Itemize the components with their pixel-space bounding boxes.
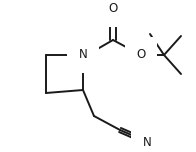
Text: N: N xyxy=(79,48,87,62)
Text: O: O xyxy=(136,48,146,62)
Text: N: N xyxy=(143,135,151,149)
Text: O: O xyxy=(108,2,118,16)
